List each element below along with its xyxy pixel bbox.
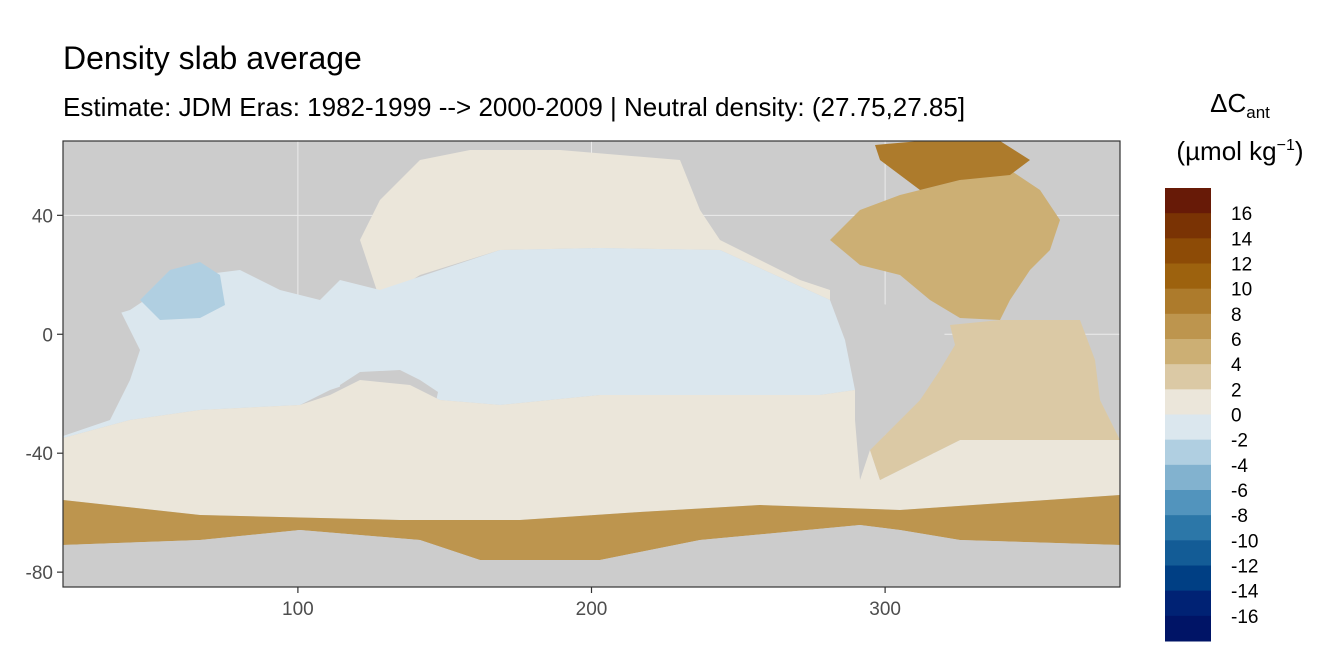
region-north-pacific (360, 150, 830, 300)
region-south-atlantic (870, 320, 1120, 480)
legend-swatch (1165, 339, 1211, 365)
x-axis: 100 200 300 (282, 587, 901, 620)
legend-unit-text: (µmol kg (1176, 136, 1276, 166)
region-antarctic (63, 495, 1120, 560)
legend-label: 6 (1231, 330, 1242, 351)
chart-subtitle: Estimate: JDM Eras: 1982-1999 --> 2000-2… (63, 92, 966, 122)
region-equatorial (63, 248, 860, 438)
legend-colorbar (1165, 188, 1211, 642)
legend-unit-close: ) (1295, 136, 1304, 166)
legend-swatch (1165, 263, 1211, 290)
legend-title: ΔCant (1210, 88, 1270, 122)
y-axis: 40 0 -40 -80 (26, 206, 63, 584)
chart-title: Density slab average (63, 40, 362, 76)
legend-swatch (1165, 313, 1211, 340)
region-arabian-sea (140, 262, 225, 320)
legend-swatch (1165, 490, 1211, 516)
region-north-atlantic (830, 170, 1060, 320)
legend-label: 16 (1231, 204, 1252, 225)
legend-label: -16 (1231, 607, 1258, 628)
map-panel (63, 141, 1120, 587)
legend-label: 4 (1231, 355, 1242, 376)
legend-swatch (1165, 188, 1211, 214)
y-tick-label: 40 (32, 206, 53, 227)
legend-swatch (1165, 464, 1211, 491)
land-antarctica (63, 525, 1120, 587)
legend-unit: (µmol kg−1) (1176, 136, 1303, 166)
x-tick-label: 100 (282, 599, 314, 620)
legend-label: -12 (1231, 557, 1258, 578)
legend-swatch (1165, 439, 1211, 466)
legend-labels: 16 14 12 10 8 6 4 2 0 -2 -4 -6 -8 -10 -12 -14 -16 (1231, 204, 1259, 628)
y-tick-label: 0 (42, 325, 53, 346)
legend-swatch (1165, 364, 1211, 390)
legend-label: -14 (1231, 582, 1259, 603)
legend-swatch (1165, 288, 1211, 315)
legend-swatch (1165, 590, 1211, 617)
legend-label: 12 (1231, 255, 1252, 276)
legend-swatch (1165, 238, 1211, 264)
legend-label: 0 (1231, 406, 1242, 427)
legend-unit-sup: −1 (1277, 137, 1295, 154)
legend-swatch (1165, 213, 1211, 239)
legend-swatch (1165, 540, 1211, 566)
legend-label: 10 (1231, 280, 1252, 301)
x-tick-label: 200 (576, 599, 608, 620)
legend-swatch (1165, 389, 1211, 415)
legend: ΔCant (µmol kg−1) 16 14 12 10 8 6 4 2 0 -2 -4 -6 -8 -… (1165, 88, 1304, 642)
x-tick-label: 300 (869, 599, 901, 620)
legend-swatch (1165, 565, 1211, 592)
legend-label: -10 (1231, 531, 1258, 552)
legend-label: -2 (1231, 431, 1248, 452)
legend-label: 8 (1231, 305, 1242, 326)
legend-swatch (1165, 615, 1211, 642)
land-africa (63, 300, 140, 436)
y-tick-label: -80 (26, 563, 53, 584)
legend-label: -4 (1231, 456, 1248, 477)
legend-label: -6 (1231, 481, 1248, 502)
legend-title-sub: ant (1246, 103, 1270, 122)
legend-swatch (1165, 515, 1211, 541)
legend-label: 2 (1231, 380, 1242, 401)
legend-swatch (1165, 414, 1211, 441)
legend-label: 14 (1231, 229, 1253, 250)
legend-title-main: ΔC (1210, 88, 1246, 118)
land-south-america (830, 295, 945, 480)
region-subpolar (875, 141, 1030, 190)
legend-label: -8 (1231, 506, 1248, 527)
y-tick-label: -40 (26, 444, 53, 465)
